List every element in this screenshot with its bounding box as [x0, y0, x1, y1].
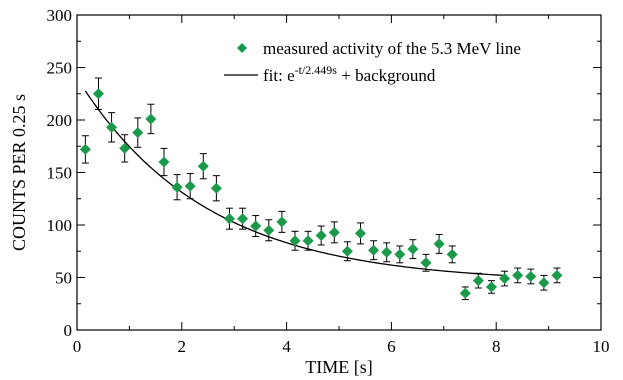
data-point: [106, 121, 118, 133]
x-tick-label: 4: [282, 337, 291, 356]
legend-fit-prefix: fit: e: [263, 66, 295, 85]
data-point: [184, 180, 196, 192]
fit-curve: [84, 90, 507, 277]
data-point: [512, 269, 524, 281]
legend: measured activity of the 5.3 MeV line fi…: [224, 39, 521, 85]
y-tick-label: 200: [47, 111, 73, 130]
x-tick-label: 6: [387, 337, 396, 356]
data-point: [538, 277, 550, 289]
data-point: [354, 227, 366, 239]
y-tick-label: 100: [47, 216, 73, 235]
data-point: [210, 182, 222, 194]
x-tick-label: 8: [492, 337, 501, 356]
x-axis-label: TIME [s]: [305, 357, 372, 377]
data-point: [551, 269, 563, 281]
data-point: [394, 248, 406, 260]
legend-marker-measured: [237, 43, 247, 53]
data-point: [302, 235, 314, 247]
y-tick-label: 50: [55, 269, 72, 288]
data-point: [263, 224, 275, 236]
data-point: [499, 273, 511, 285]
data-point: [119, 142, 131, 154]
data-point: [250, 220, 262, 232]
x-tick-label: 0: [73, 337, 82, 356]
y-tick-label: 150: [47, 164, 73, 183]
data-point: [446, 248, 458, 260]
legend-fit-suffix: + background: [337, 66, 436, 85]
data-point: [223, 213, 235, 225]
data-point: [381, 246, 393, 258]
x-tick-label: 2: [178, 337, 187, 356]
data-point: [485, 281, 497, 293]
data-point: [158, 156, 170, 168]
legend-label-measured: measured activity of the 5.3 MeV line: [263, 39, 521, 58]
data-point: [92, 88, 104, 100]
data-point: [407, 243, 419, 255]
ticks-layer: [76, 14, 602, 331]
data-point: [276, 216, 288, 228]
data-point: [459, 287, 471, 299]
data-point: [420, 257, 432, 269]
data-point: [79, 143, 91, 155]
data-point: [132, 127, 144, 139]
legend-label-fit: fit: e-t/2.449s + background: [263, 63, 436, 85]
data-point: [368, 244, 380, 256]
data-point: [315, 230, 327, 241]
data-point: [145, 113, 157, 125]
y-tick-label: 0: [64, 321, 73, 340]
y-tick-label: 250: [47, 59, 73, 78]
errorbar-layer: [81, 77, 561, 301]
y-tick-label: 300: [47, 6, 73, 25]
legend-fit-superscript: -t/2.449s: [295, 63, 338, 77]
data-point: [341, 245, 353, 257]
data-point: [289, 235, 301, 247]
points-layer: [79, 88, 563, 299]
data-point: [433, 238, 445, 250]
fit-layer: [84, 90, 507, 277]
data-point: [197, 160, 209, 172]
data-point: [472, 275, 484, 287]
x-tick-label: 10: [593, 337, 610, 356]
data-point: [328, 226, 340, 238]
y-axis-label: COUNTS PER 0.25 s: [9, 94, 29, 251]
data-point: [525, 270, 537, 282]
data-point: [237, 213, 249, 225]
data-point: [171, 181, 183, 193]
